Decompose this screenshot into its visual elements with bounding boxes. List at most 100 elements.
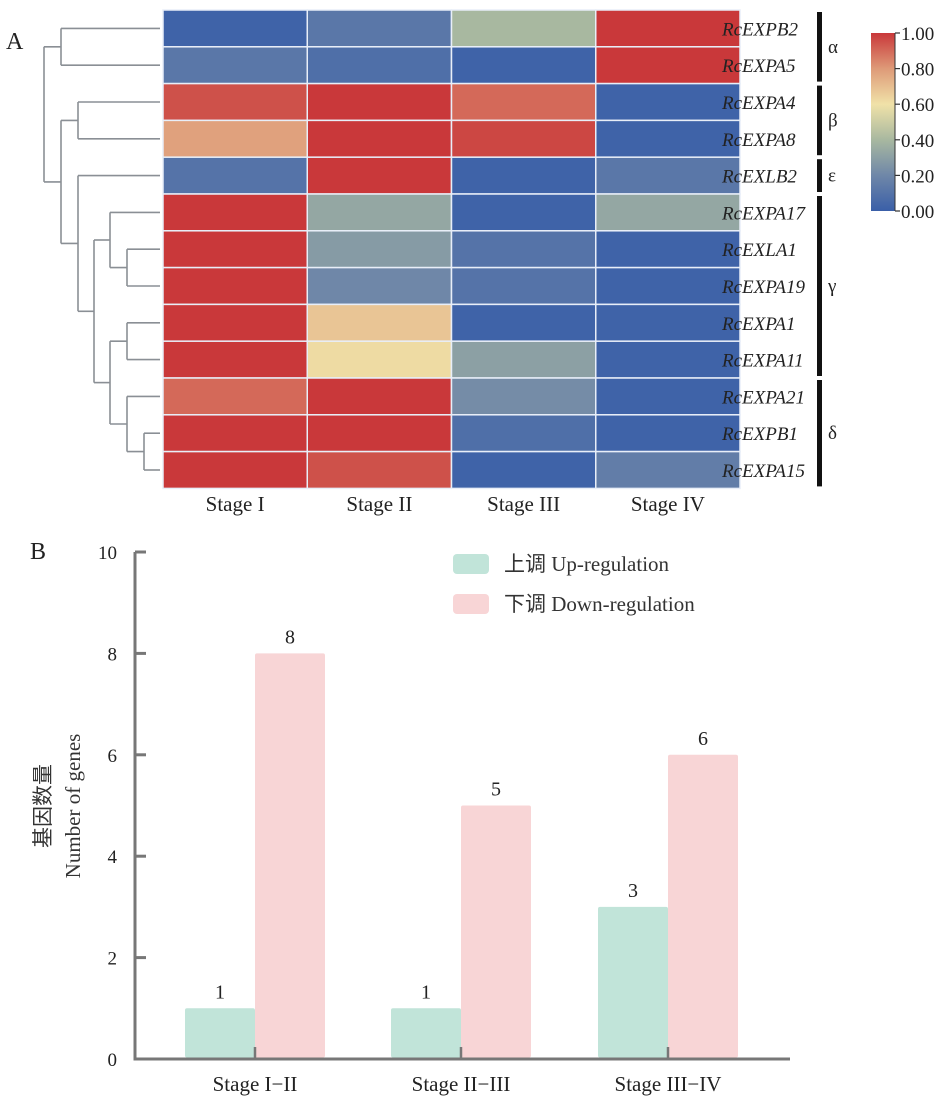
heatmap-cell [306, 156, 453, 195]
heatmap-cell [595, 340, 741, 379]
gene-label: RcEXPA17 [721, 203, 807, 224]
gene-label: RcEXPA5 [721, 56, 796, 77]
heatmap-cell [595, 414, 741, 453]
heatmap-cell [162, 46, 308, 85]
panel-label-b: B [30, 539, 46, 565]
y-tick-label: 6 [108, 746, 118, 767]
heatmap-cell [450, 303, 597, 342]
colorbar-tick-label: 0.20 [901, 166, 934, 187]
bar-value-label: 6 [698, 728, 708, 750]
y-tick-label: 4 [108, 847, 118, 868]
bar-value-label: 8 [285, 626, 295, 648]
panel-label-a: A [6, 29, 24, 55]
heatmap-cell [306, 9, 453, 48]
heatmap-cell [595, 303, 741, 342]
heatmap-cell [450, 193, 597, 232]
heatmap-cell [306, 193, 453, 232]
bar-up-regulation [391, 1008, 461, 1058]
y-axis-title-en: Number of genes [61, 734, 85, 879]
heatmap-cell [450, 414, 597, 453]
legend-swatch [453, 554, 489, 574]
bar-down-regulation [668, 754, 738, 1058]
heatmap-cell [162, 119, 308, 158]
heatmap-cell [595, 156, 741, 195]
heatmap-cell [306, 414, 453, 453]
legend-swatch [453, 594, 489, 614]
heatmap-cell [595, 9, 741, 48]
heatmap-cell [595, 119, 741, 158]
x-tick-label: Stage II−III [412, 1072, 511, 1096]
heatmap-cell [306, 377, 453, 416]
bar-value-label: 3 [628, 880, 638, 902]
gene-label: RcEXPB2 [721, 19, 798, 40]
y-axis-title-cn: 基因数量 [31, 764, 55, 848]
gene-label: RcEXLA1 [721, 240, 797, 261]
stage-labels: Stage I Stage II Stage III Stage IV [206, 492, 705, 516]
gene-labels: RcEXPB2 RcEXPA5 RcEXPA4 RcEXPA8 RcEXLB2 RcEXP… [721, 19, 807, 482]
heatmap-cell [595, 230, 741, 269]
gene-label: RcEXPB1 [721, 424, 798, 445]
heatmap-cell [595, 450, 741, 490]
legend-label: 上调 Up-regulation [504, 552, 670, 576]
dendrogram [43, 27, 160, 471]
heatmap-cell [162, 377, 308, 416]
y-tick-label: 2 [108, 949, 118, 970]
stage-label: Stage II [346, 492, 412, 516]
heatmap-cell [450, 156, 597, 195]
y-tick-label: 10 [98, 543, 117, 564]
stage-label: Stage IV [631, 492, 705, 516]
bar-up-regulation [185, 1008, 255, 1058]
heatmap-cell [595, 193, 741, 232]
gene-label: RcEXPA15 [721, 461, 805, 482]
heatmap-cell [162, 193, 308, 232]
x-tick-label: Stage I−II [213, 1072, 298, 1096]
heatmap-cell [162, 414, 308, 453]
heatmap-cell [450, 9, 597, 48]
gene-label: RcEXPA21 [721, 387, 805, 408]
y-tick-label: 0 [108, 1050, 118, 1071]
colorbar-gradient [871, 33, 895, 211]
heatmap-cell [162, 266, 308, 306]
heatmap-cell [450, 82, 597, 122]
legend: 上调 Up-regulation 下调 Down-regulation [453, 552, 695, 616]
x-tick-label: Stage III−IV [615, 1072, 722, 1096]
heatmap-cell [595, 46, 741, 85]
heatmap-cell [306, 119, 453, 158]
group-bracket [817, 159, 822, 192]
heatmap-cell [450, 450, 597, 490]
heatmap-cell [450, 119, 597, 158]
bar-value-label: 1 [215, 981, 225, 1003]
heatmap-cell [595, 82, 741, 122]
stage-label: Stage III [487, 492, 560, 516]
bar-chart: 0 2 4 6 8 10 基因数量 Number of genes 1 8 Stage I−II 1 5… [31, 543, 790, 1096]
legend-label: 下调 Down-regulation [504, 592, 695, 616]
group-bracket [817, 196, 822, 376]
heatmap-grid [162, 9, 741, 490]
heatmap-cell [450, 266, 597, 306]
colorbar: 0.00 0.20 0.40 0.60 0.80 1.00 [871, 24, 934, 223]
bar-up-regulation [598, 906, 668, 1058]
gene-label: RcEXLB2 [721, 167, 797, 188]
heatmap-cell [595, 377, 741, 416]
heatmap-cell [162, 303, 308, 342]
heatmap-cell [450, 46, 597, 85]
heatmap-cell [306, 340, 453, 379]
colorbar-tick-label: 0.80 [901, 60, 934, 81]
heatmap-cell [162, 156, 308, 195]
gene-label: RcEXPA4 [721, 93, 796, 114]
subfamily-brackets: α β ε γ δ [817, 12, 838, 487]
bar-down-regulation [461, 805, 531, 1058]
bar-value-label: 1 [421, 981, 431, 1003]
group-bracket [817, 85, 822, 156]
colorbar-tick-label: 0.00 [901, 202, 934, 223]
group-label: γ [827, 276, 836, 297]
group-label: β [828, 110, 838, 131]
heatmap-cell [162, 82, 308, 122]
group-label: ε [828, 166, 836, 187]
heatmap-cell [306, 450, 453, 490]
gene-label: RcEXPA11 [721, 351, 804, 372]
heatmap-cell [306, 303, 453, 342]
bar-down-regulation [255, 653, 325, 1058]
heatmap-cell [450, 377, 597, 416]
